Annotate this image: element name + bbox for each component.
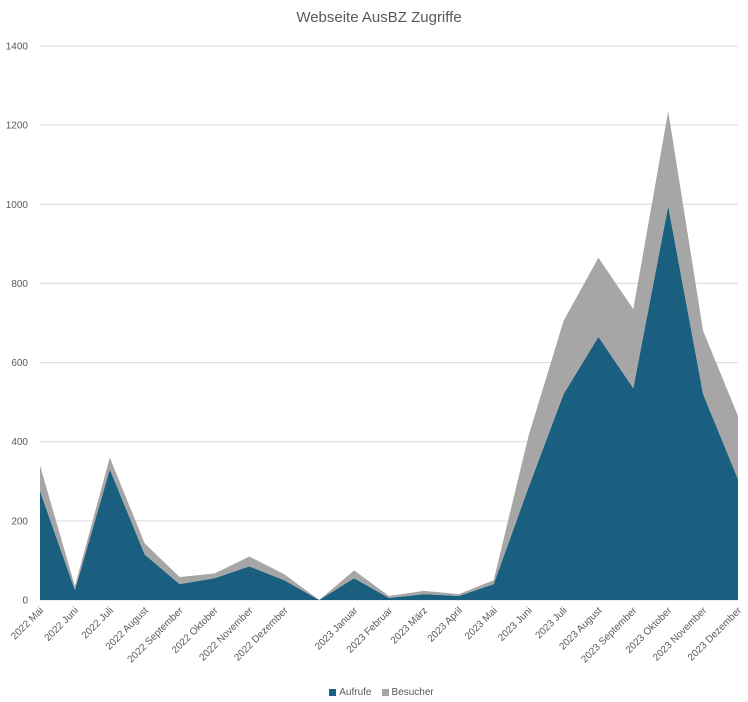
chart-title: Webseite AusBZ Zugriffe	[296, 9, 462, 26]
legend-label: Aufrufe	[339, 687, 372, 698]
legend-item-besucher: Besucher	[381, 687, 434, 698]
y-tick-label: 400	[11, 437, 28, 448]
legend: Aufrufe Besucher	[0, 687, 748, 699]
area-series-besucher	[40, 111, 738, 601]
y-tick-label: 0	[22, 596, 28, 607]
y-tick-label: 800	[11, 279, 28, 290]
y-tick-label: 200	[11, 516, 28, 527]
x-tick-label: 2023 Juli	[534, 605, 570, 641]
x-tick-label: 2023 April	[426, 605, 465, 644]
y-axis-ticks: 0 200 400 600 800 1000 1200 1400	[6, 42, 29, 607]
y-tick-label: 1200	[6, 121, 29, 132]
area-series-aufrufe	[40, 206, 738, 600]
x-tick-label: 2023 Juni	[496, 605, 534, 643]
y-tick-label: 600	[11, 358, 28, 369]
x-tick-label: 2022 Juli	[80, 605, 116, 641]
legend-label: Besucher	[391, 687, 434, 698]
area-series	[40, 111, 738, 601]
legend-item-aufrufe: Aufrufe	[329, 687, 372, 698]
legend-swatch	[381, 689, 389, 696]
x-tick-label: 2022 Mai	[9, 605, 46, 642]
x-tick-label: 2023 März	[389, 605, 430, 646]
legend-swatch	[329, 689, 337, 696]
y-tick-label: 1400	[6, 42, 29, 53]
x-tick-label: 2022 Juni	[43, 605, 81, 643]
x-tick-label: 2023 Mai	[463, 605, 500, 642]
y-tick-label: 1000	[6, 200, 29, 211]
